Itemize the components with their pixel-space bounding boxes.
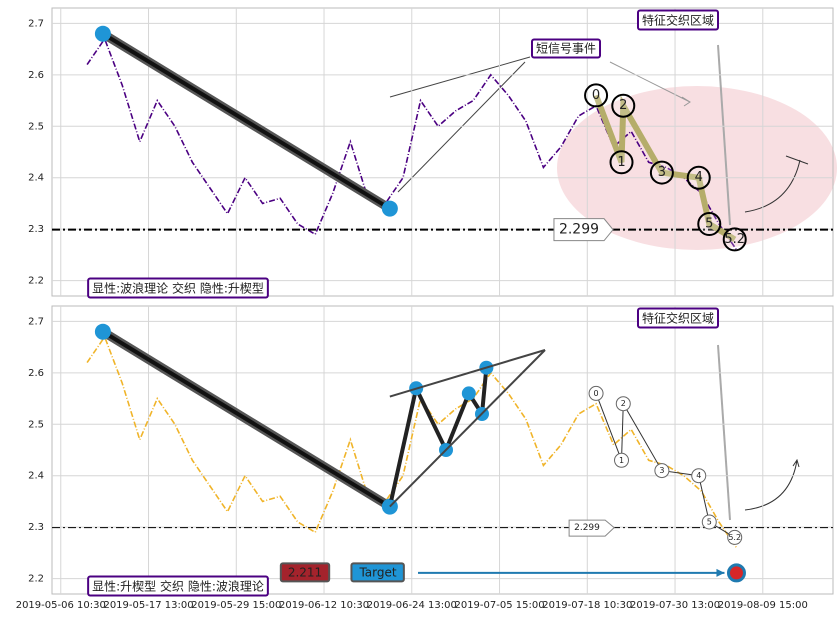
signal-label: 短信号事件 xyxy=(536,42,596,56)
y-tick-label: 2.2 xyxy=(28,276,44,287)
wave-point xyxy=(727,529,743,545)
price-line xyxy=(86,37,738,251)
wave-label: 4 xyxy=(695,170,703,185)
wave-point xyxy=(649,160,674,185)
trend-line-core xyxy=(101,32,391,211)
wave-line xyxy=(593,94,737,242)
wave-label: 4 xyxy=(696,471,701,480)
wedge-point xyxy=(461,386,476,401)
wave-point xyxy=(722,227,747,252)
target-point xyxy=(726,563,746,583)
threshold-label: 2.299 xyxy=(574,523,600,533)
wave-label: 5.2 xyxy=(724,232,745,247)
wave-label: 2 xyxy=(619,98,627,113)
wave-point xyxy=(611,93,636,118)
wave-point xyxy=(584,83,609,108)
threshold-tag xyxy=(553,218,614,242)
pattern-label: 显性:升楔型 交织 隐性:波浪理论 xyxy=(92,579,264,594)
wave-label: 5 xyxy=(707,518,712,527)
wave-label: 0 xyxy=(592,88,600,103)
wedge-upper xyxy=(389,56,531,98)
trend-point xyxy=(94,323,111,340)
target-arrowhead xyxy=(716,568,725,577)
x-tick-label: 2019-08-09 15:00 xyxy=(718,600,808,611)
wave-point xyxy=(691,468,707,484)
threshold-tag xyxy=(568,519,615,537)
threshold-label: 2.299 xyxy=(559,222,599,238)
wave-point xyxy=(697,212,722,236)
wave-point xyxy=(686,165,711,190)
y-tick-label: 2.5 xyxy=(28,121,44,132)
target-value: 2.211 xyxy=(288,565,322,579)
wave-label: 1 xyxy=(617,155,625,170)
wedge-boundary xyxy=(389,349,546,398)
y-tick-label: 2.4 xyxy=(28,173,44,184)
region-label: 特征交织区域 xyxy=(642,13,714,28)
y-tick-label: 2.7 xyxy=(28,316,44,327)
x-tick-label: 2019-05-17 13:00 xyxy=(103,600,193,611)
feature-region xyxy=(557,86,837,250)
wave-label: 2 xyxy=(621,399,626,408)
wave-point xyxy=(701,514,717,530)
y-tick-label: 2.6 xyxy=(28,70,44,81)
y-tick-label: 2.2 xyxy=(28,574,44,585)
x-tick-label: 2019-07-30 13:00 xyxy=(630,600,720,611)
target-value-box xyxy=(279,562,331,583)
x-tick-label: 2019-07-05 15:00 xyxy=(454,600,544,611)
wave-label: 3 xyxy=(659,466,664,475)
y-tick-label: 2.5 xyxy=(28,419,44,430)
target-label-box xyxy=(350,562,405,583)
wave-point xyxy=(615,396,631,412)
signal-arrow xyxy=(609,61,691,107)
plot-frame xyxy=(51,305,834,595)
price-line xyxy=(86,335,738,549)
wave-label: 5.2 xyxy=(728,533,741,542)
region-label: 特征交织区域 xyxy=(642,311,714,326)
pattern-label-box xyxy=(87,277,269,299)
trend-point xyxy=(381,200,398,217)
pattern-label: 显性:波浪理论 交织 隐性:升楔型 xyxy=(92,281,264,296)
pointer-line xyxy=(717,344,731,521)
target-label: Target xyxy=(358,565,396,579)
trend-point xyxy=(94,25,111,42)
signal-label-box xyxy=(530,38,602,59)
wave-point xyxy=(614,452,630,468)
wave-point xyxy=(654,463,670,479)
wedge-lower xyxy=(397,61,526,193)
y-tick-label: 2.3 xyxy=(28,522,44,533)
region-label-box xyxy=(636,9,720,31)
y-tick-label: 2.6 xyxy=(28,368,44,379)
wave-label: 5 xyxy=(705,217,713,232)
x-tick-label: 2019-07-18 10:30 xyxy=(542,600,632,611)
region-label-box xyxy=(636,307,720,329)
wave-label: 0 xyxy=(594,389,599,398)
x-tick-label: 2019-05-06 10:30 xyxy=(16,600,106,611)
wave-point xyxy=(588,385,604,401)
wedge-zigzag xyxy=(387,367,489,508)
x-tick-label: 2019-06-24 13:00 xyxy=(367,600,457,611)
trend-line-core xyxy=(101,330,391,509)
x-tick-label: 2019-06-12 10:30 xyxy=(279,600,369,611)
x-tick-label: 2019-05-29 15:00 xyxy=(191,600,281,611)
plot-frame xyxy=(51,7,834,297)
projection-arrow xyxy=(744,458,800,511)
projection-arrow xyxy=(744,155,809,213)
wave-label: 1 xyxy=(619,456,624,465)
wave-point xyxy=(609,150,634,175)
wave-label: 3 xyxy=(658,165,666,180)
y-tick-label: 2.7 xyxy=(28,18,44,29)
pattern-label-box xyxy=(87,575,269,597)
y-tick-label: 2.3 xyxy=(28,224,44,235)
wedge-boundary xyxy=(389,349,546,508)
y-tick-label: 2.4 xyxy=(28,471,44,482)
